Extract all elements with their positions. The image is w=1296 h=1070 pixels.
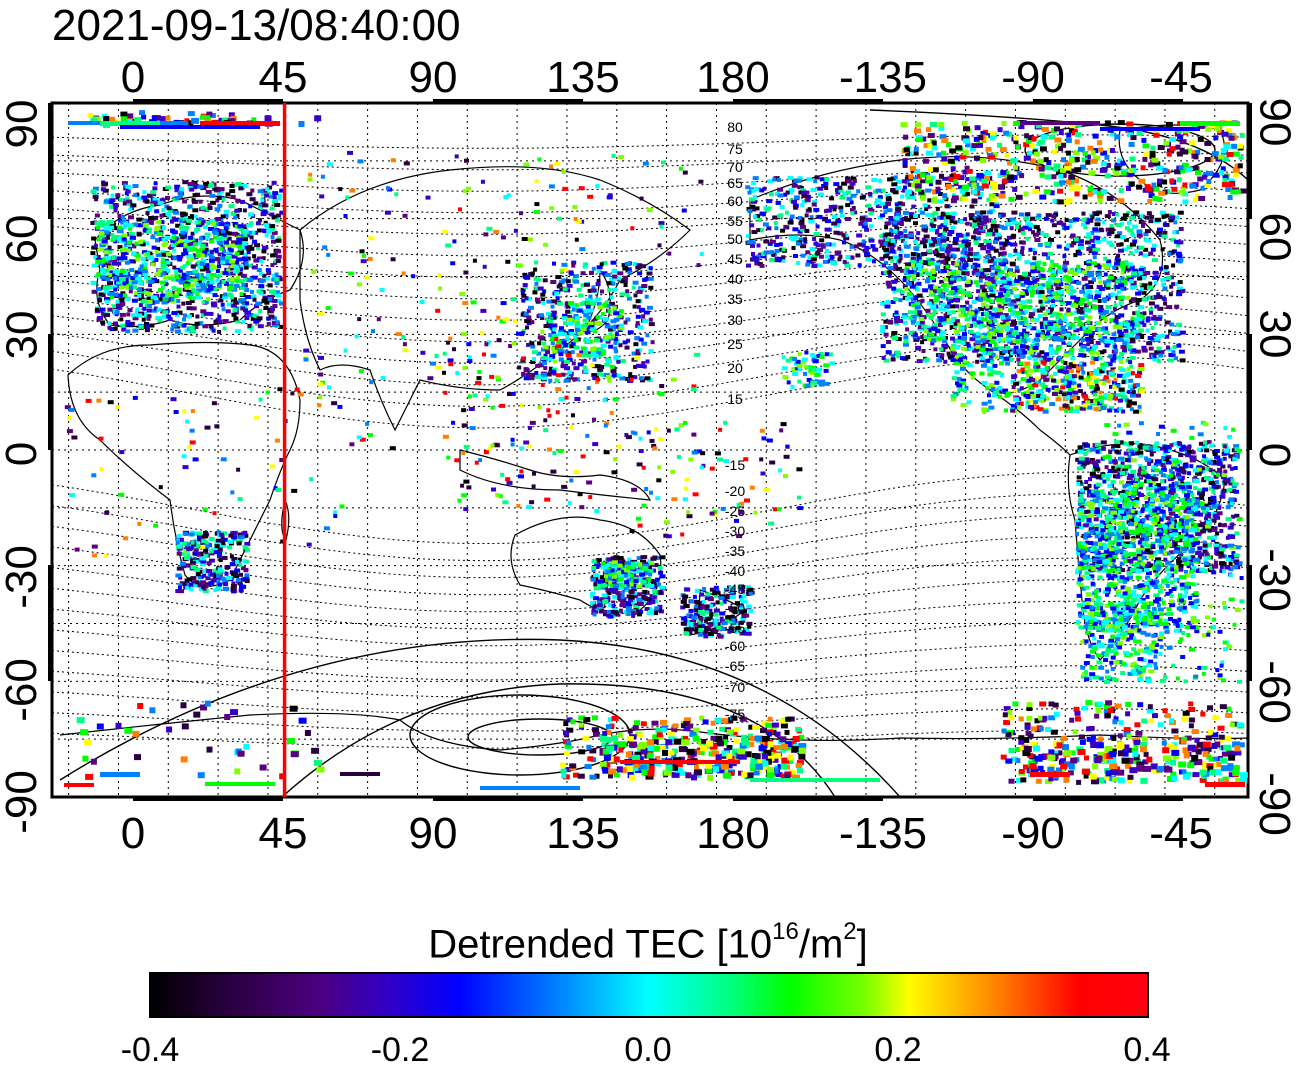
colorbar-tick-neg0-4: -0.4: [121, 1030, 180, 1070]
contour-label: -40: [725, 563, 745, 579]
colorbar-title: Detrended TEC [1016/m2]: [0, 912, 1296, 968]
contour-label: 40: [727, 271, 743, 287]
contour-label: 45: [727, 251, 743, 267]
contour-label: 80: [727, 119, 743, 135]
contour-label: 75: [727, 141, 743, 157]
contour-label: 20: [727, 360, 743, 376]
contour-label: 65: [727, 175, 743, 191]
contour-label: 15: [727, 391, 743, 407]
contour-label: -35: [725, 543, 745, 559]
colorbar-tick-neg0-2: -0.2: [371, 1030, 430, 1070]
contour-label: -75: [725, 706, 745, 722]
contour-label: 35: [727, 291, 743, 307]
contour-label: -45: [725, 581, 745, 597]
contour-label: -30: [725, 523, 745, 539]
contour-label: -55: [725, 620, 745, 636]
contour-label: -60: [725, 638, 745, 654]
colorbar-tick-0-0: 0.0: [624, 1030, 671, 1070]
colorbar-tick-0-4: 0.4: [1123, 1030, 1170, 1070]
colorbar-tick-0-2: 0.2: [874, 1030, 921, 1070]
contour-label: 30: [727, 312, 743, 328]
contour-label: -65: [725, 658, 745, 674]
contour-label: -50: [725, 600, 745, 616]
contour-label: 25: [727, 336, 743, 352]
contour-label: -20: [725, 483, 745, 499]
contour-label: 50: [727, 231, 743, 247]
contour-label: -15: [725, 457, 745, 473]
contour-label: -70: [725, 679, 745, 695]
contour-label: 55: [727, 213, 743, 229]
contour-label: 70: [727, 159, 743, 175]
colorbar: [148, 970, 1150, 1020]
contour-label: 60: [727, 193, 743, 209]
contour-label: -25: [725, 503, 745, 519]
